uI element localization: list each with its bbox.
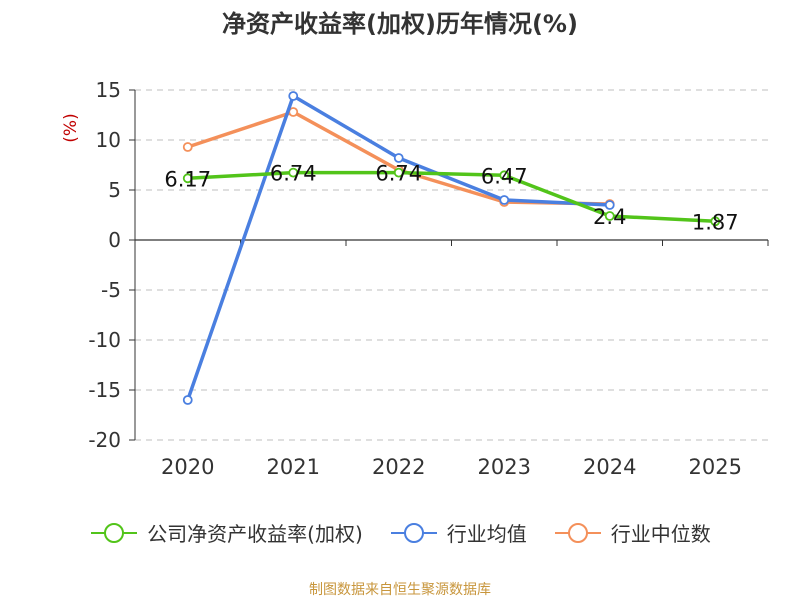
legend-label: 公司净资产收益率(加权) [147,522,363,546]
data-label: 6.74 [270,162,317,186]
company-series-line [187,170,716,224]
x-tick-label: 2025 [689,455,742,479]
y-axis-label: (%) [61,113,81,142]
x-tick-label: 2023 [478,455,531,479]
company-data-point [604,211,615,221]
y-tick-label: -15 [88,378,121,402]
y-tick-label: -5 [101,278,121,302]
y-tick-label: 5 [108,178,121,202]
data-label: 6.47 [481,164,528,188]
industry_avg-data-point [393,153,404,163]
company-data-point [499,170,510,181]
legend-line-circle-icon [554,522,601,543]
legend-line-circle-icon [390,522,437,543]
legend-line-circle-icon [91,522,138,543]
industry_avg-series-line [186,94,610,401]
legend-item-company[interactable]: 公司净资产收益率(加权) [89,518,363,547]
industry_avg-data-point [288,91,299,101]
company-data-point [288,167,299,178]
industry_median-data-point [182,142,193,152]
x-tick-label: 2024 [583,455,636,479]
company-data-point [393,167,404,178]
data-source-footer: 制图数据来自恒生聚源数据库 [309,582,491,598]
x-tick-label: 2020 [161,455,214,479]
legend-item-industry_median[interactable]: 行业中位数 [553,518,711,547]
y-tick-label: 0 [108,228,121,252]
industry_avg-data-point [604,200,615,210]
y-tick-label: -10 [88,328,121,352]
data-label: 6.74 [375,162,422,186]
y-tick-label: 15 [96,78,121,102]
legend: 公司净资产收益率(加权) 行业均值 行业中位数 [0,518,800,547]
chart-title: 净资产收益率(加权)历年情况(%) [222,10,578,38]
data-label: 6.17 [164,167,211,191]
x-tick-label: 2022 [372,455,425,479]
legend-item-industry_avg[interactable]: 行业均值 [389,518,527,547]
legend-label: 行业中位数 [610,522,711,546]
data-label: 1.87 [692,210,739,234]
company-data-point [182,173,193,184]
data-label: 2.4 [593,205,626,229]
y-tick-label: 10 [96,128,121,152]
industry_avg-data-point [499,195,510,205]
x-tick-label: 2021 [267,455,320,479]
y-tick-label: -20 [88,428,121,452]
company-data-point [710,216,721,227]
legend-label: 行业均值 [446,522,527,546]
industry_avg-data-point [182,395,193,405]
